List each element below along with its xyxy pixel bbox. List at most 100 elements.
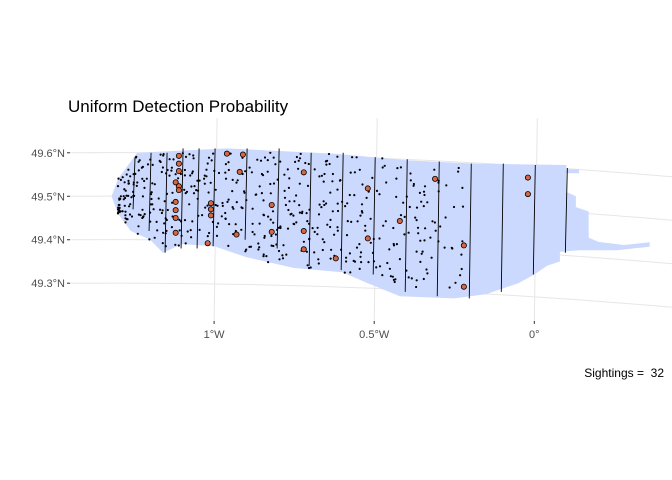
detection-point bbox=[304, 161, 307, 165]
detection-point bbox=[124, 221, 127, 224]
transect-lines bbox=[132, 148, 568, 299]
detection-point bbox=[350, 220, 353, 223]
detection-point bbox=[331, 210, 334, 213]
detection-point bbox=[174, 243, 177, 246]
detection-point bbox=[260, 192, 263, 195]
detection-point bbox=[330, 248, 333, 251]
detection-point bbox=[224, 177, 228, 180]
detection-point bbox=[136, 232, 139, 235]
detection-point bbox=[426, 272, 429, 275]
detection-point bbox=[234, 223, 237, 226]
detection-point bbox=[378, 193, 381, 196]
detection-point bbox=[284, 203, 287, 207]
detection-point bbox=[425, 268, 428, 271]
detection-point bbox=[292, 222, 295, 225]
detection-point bbox=[224, 211, 227, 215]
detection-point bbox=[205, 168, 208, 171]
detection-point bbox=[292, 214, 295, 217]
detection-point bbox=[170, 169, 173, 172]
detection-point bbox=[383, 164, 386, 167]
sighting-marker-18 bbox=[268, 201, 275, 208]
x-tick-label-2: 0° bbox=[529, 329, 540, 341]
detection-point bbox=[355, 156, 358, 159]
detection-point bbox=[278, 258, 281, 261]
detection-point bbox=[250, 171, 253, 174]
detection-point bbox=[402, 201, 405, 204]
detection-point bbox=[116, 185, 120, 188]
detection-point bbox=[323, 203, 326, 207]
detection-point bbox=[221, 201, 224, 205]
detection-point bbox=[155, 220, 158, 223]
sighting-marker-17 bbox=[233, 231, 240, 238]
detection-point bbox=[279, 226, 282, 230]
detection-point bbox=[228, 223, 231, 226]
detection-point bbox=[295, 221, 298, 224]
detection-point bbox=[262, 214, 266, 217]
detection-point bbox=[178, 229, 181, 232]
detection-point bbox=[148, 238, 151, 241]
transect-line-11 bbox=[372, 157, 376, 275]
detection-point bbox=[307, 266, 311, 270]
detection-point bbox=[272, 182, 276, 185]
detection-point bbox=[298, 157, 302, 160]
detection-point bbox=[340, 248, 343, 251]
detection-point bbox=[211, 220, 214, 224]
detection-point bbox=[325, 163, 328, 166]
detection-point bbox=[132, 194, 135, 197]
detection-point bbox=[149, 220, 152, 223]
detection-point bbox=[399, 214, 403, 217]
detection-point bbox=[251, 207, 254, 210]
sighting-marker-7 bbox=[172, 198, 179, 205]
detection-point bbox=[285, 253, 288, 256]
detection-point bbox=[283, 196, 287, 199]
detection-point bbox=[138, 159, 141, 162]
detection-point bbox=[437, 181, 440, 184]
detection-point bbox=[224, 217, 227, 220]
detection-point bbox=[309, 266, 312, 269]
detection-point bbox=[336, 202, 339, 205]
detection-point bbox=[191, 170, 194, 173]
detection-point bbox=[122, 195, 125, 198]
detection-point bbox=[240, 228, 243, 231]
detection-point bbox=[415, 219, 418, 222]
detection-point bbox=[164, 245, 167, 248]
detection-point bbox=[317, 213, 321, 216]
detection-point bbox=[408, 205, 411, 209]
detection-point bbox=[326, 159, 329, 162]
detection-point bbox=[121, 176, 124, 179]
detection-point bbox=[457, 170, 460, 173]
transect-line-13 bbox=[436, 161, 440, 297]
detection-point bbox=[127, 182, 130, 185]
detection-point bbox=[162, 153, 165, 156]
detection-point bbox=[170, 226, 173, 229]
detection-point bbox=[224, 171, 227, 174]
detection-point bbox=[249, 245, 253, 248]
detection-point bbox=[355, 246, 359, 249]
detection-point bbox=[270, 234, 273, 238]
detection-point bbox=[245, 199, 248, 202]
detection-point bbox=[338, 179, 342, 182]
detection-point bbox=[186, 230, 189, 233]
detection-point bbox=[316, 226, 319, 229]
detection-point bbox=[318, 203, 321, 206]
detection-point bbox=[349, 271, 352, 274]
detection-point bbox=[166, 168, 169, 172]
detection-point bbox=[244, 250, 247, 253]
sighting-marker-15 bbox=[239, 151, 246, 158]
transect-line-12 bbox=[404, 159, 408, 292]
detection-point bbox=[323, 241, 326, 244]
detection-point bbox=[331, 180, 334, 183]
detection-point bbox=[188, 203, 191, 206]
detection-point bbox=[162, 231, 165, 234]
detection-point bbox=[127, 194, 130, 197]
detection-point bbox=[183, 174, 186, 177]
detection-point bbox=[165, 218, 168, 222]
detection-point bbox=[232, 207, 235, 210]
detection-point bbox=[395, 195, 398, 198]
detection-point bbox=[403, 233, 406, 236]
detection-point bbox=[416, 226, 420, 229]
detection-point bbox=[297, 167, 300, 170]
detection-point bbox=[381, 274, 384, 277]
detection-point bbox=[320, 206, 323, 209]
detection-point bbox=[321, 238, 324, 241]
